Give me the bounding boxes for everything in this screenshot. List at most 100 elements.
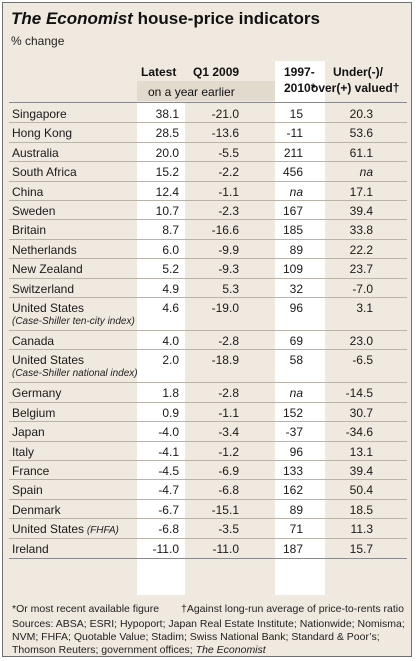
row-since-value: 187 (282, 541, 303, 556)
row-divider (9, 219, 407, 221)
col-header-band: on a year earlier (148, 85, 235, 99)
row-latest-value: 4.0 (162, 334, 179, 348)
row-since-value: 89 (289, 242, 303, 257)
row-q1-value: -19.0 (211, 301, 239, 315)
row-since-value: 456 (282, 165, 303, 180)
table-bottom-rule (9, 558, 407, 559)
row-latest-value: 2.0 (162, 353, 179, 368)
row-q1-value: -1.2 (218, 444, 239, 459)
row-latest-value: -4.7 (158, 483, 179, 498)
row-q1-value: -2.2 (218, 165, 239, 180)
row-valued-value: 39.4 (349, 464, 373, 478)
row-q1-value: -6.8 (218, 483, 239, 498)
col-header-valued-2: over(+) valued† (311, 81, 400, 95)
row-q1-value: -9.3 (218, 262, 239, 277)
title-brand: The Economist (11, 9, 133, 28)
row-country-name: Switzerland (12, 281, 75, 296)
row-country-name: Netherlands (12, 242, 77, 257)
row-country-name: Italy (12, 444, 35, 459)
column-highlight-latest (137, 103, 185, 595)
row-divider (9, 498, 407, 500)
row-since-value: na (289, 386, 303, 401)
row-valued-value: 22.2 (349, 242, 373, 257)
row-latest-value: 0.9 (162, 405, 179, 420)
row-valued-value: 11.3 (350, 522, 373, 537)
sources-brand: The Economist (195, 644, 266, 656)
row-valued-value: 13.1 (349, 444, 373, 459)
row-q1-value: -13.6 (211, 126, 239, 141)
row-divider (9, 161, 407, 163)
row-divider (9, 349, 407, 351)
row-since-value: 133 (282, 464, 303, 478)
row-since-value: -11 (286, 126, 303, 141)
row-latest-value: 4.9 (162, 281, 179, 296)
row-divider (9, 180, 407, 182)
sources-line-3: Thomson Reuters; government offices; The… (12, 644, 266, 656)
row-q1-value: -5.5 (218, 145, 239, 160)
row-valued-value: -14.5 (345, 386, 373, 401)
row-q1-value: -2.8 (218, 386, 239, 401)
row-country-note: (Case-Shiller ten-city index) (12, 316, 135, 327)
row-divider (9, 297, 407, 298)
row-latest-value: 10.7 (155, 204, 179, 218)
row-valued-value: 53.6 (349, 126, 373, 141)
footnote-star: *Or most recent available figure (12, 603, 160, 615)
row-valued-value: -6.5 (352, 353, 373, 368)
row-since-value: na (289, 184, 303, 199)
row-since-value: 69 (289, 334, 303, 348)
row-q1-value: -2.8 (218, 334, 239, 348)
row-latest-value: 1.8 (162, 386, 179, 401)
row-divider (9, 382, 407, 384)
row-divider (9, 122, 407, 124)
row-latest-value: -4.0 (158, 425, 179, 440)
row-valued-value: 39.4 (349, 204, 373, 218)
row-valued-value: 23.7 (349, 262, 373, 277)
page-title: The Economist house-price indicators (11, 9, 320, 29)
row-divider (9, 277, 407, 279)
row-valued-value: -7.0 (352, 281, 373, 296)
col-header-since-1: 1997- (284, 65, 315, 79)
row-country-name: Japan (12, 425, 45, 440)
row-q1-value: -1.1 (218, 405, 239, 420)
row-since-value: 167 (282, 204, 303, 218)
header-rule (9, 102, 407, 103)
row-country-name: Spain (12, 483, 43, 498)
row-q1-value: -3.4 (218, 425, 239, 440)
row-divider (9, 518, 407, 520)
row-since-value: 109 (282, 262, 303, 277)
row-country-name: United States (12, 353, 85, 368)
row-since-value: 71 (289, 522, 303, 537)
row-divider (9, 440, 407, 442)
row-country-name: Australia (12, 145, 59, 160)
row-since-value: 89 (289, 502, 303, 517)
column-highlight-since (275, 103, 325, 595)
row-country-name: Ireland (12, 541, 49, 556)
row-valued-value: 18.5 (349, 502, 373, 517)
row-q1-value: -1.1 (218, 184, 239, 199)
row-latest-value: 20.0 (155, 145, 179, 160)
row-latest-value: -6.8 (158, 522, 179, 537)
row-valued-value: 17.1 (349, 184, 373, 199)
row-valued-value: 20.3 (349, 107, 373, 121)
row-country-note: (FHFA) (84, 525, 119, 537)
row-valued-value: 3.1 (356, 301, 373, 315)
title-text: house-price indicators (137, 9, 320, 28)
row-divider (9, 238, 407, 240)
row-q1-value: -16.6 (211, 223, 239, 238)
row-divider (9, 401, 407, 403)
col-header-latest: Latest (141, 65, 177, 79)
sources-line-1: Sources: ABSA; ESRI; Hypoport; Japan Rea… (12, 618, 405, 630)
row-since-value: 96 (289, 301, 303, 315)
row-country-name: United States (FHFA) (12, 522, 119, 537)
row-q1-value: -18.9 (211, 353, 239, 368)
row-q1-value: -3.5 (218, 522, 239, 537)
row-latest-value: 38.1 (155, 107, 179, 121)
row-since-value: 152 (282, 405, 303, 420)
row-divider (9, 421, 407, 423)
row-since-value: 32 (289, 281, 303, 296)
sources-line-2: NVM; FHFA; Quotable Value; Stadim; Swiss… (12, 631, 380, 643)
row-since-value: 58 (289, 353, 303, 368)
row-latest-value: 4.6 (162, 301, 179, 315)
row-q1-value: -2.3 (218, 204, 239, 218)
row-country-name: Germany (12, 386, 62, 401)
